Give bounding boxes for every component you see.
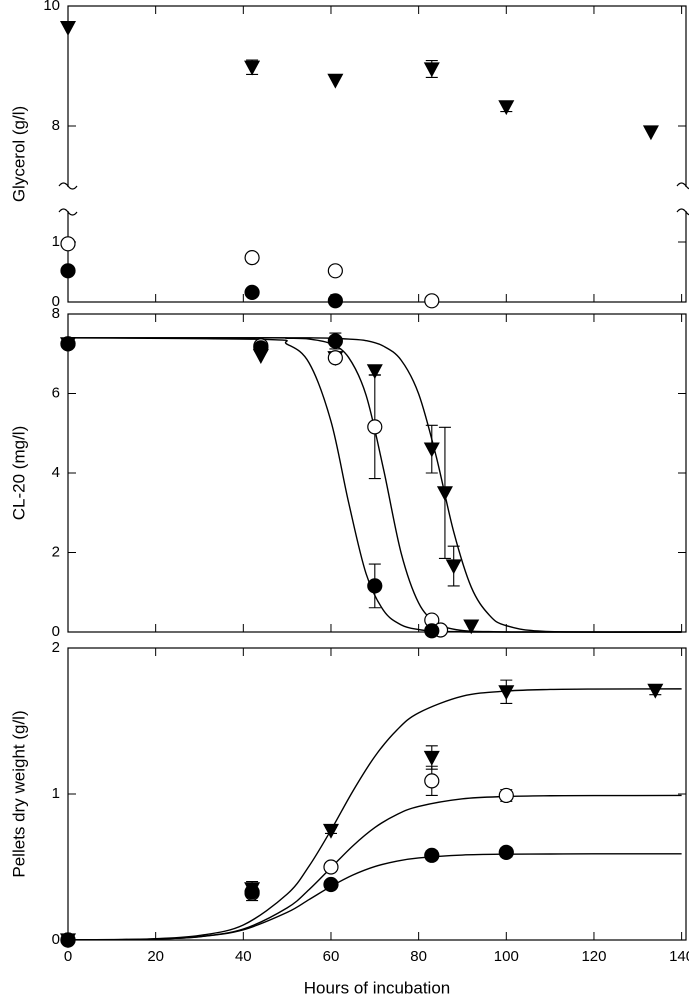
y-tick-label: 2 — [52, 543, 60, 560]
marker-triangle — [59, 21, 77, 36]
x-tick-label: 140 — [669, 948, 689, 965]
marker-triangle — [322, 823, 339, 839]
marker-triangle — [498, 685, 515, 701]
y-tick-label: 8 — [52, 117, 60, 134]
marker-circle — [327, 350, 343, 366]
axis-break-mark — [58, 208, 78, 216]
axis-break-mark — [676, 208, 689, 216]
axis-break-gap — [683, 187, 689, 211]
x-tick-label: 0 — [64, 948, 72, 965]
y-tick-label: 0 — [52, 623, 60, 640]
marker-circle — [60, 336, 76, 352]
marker-triangle — [642, 125, 659, 141]
y-axis-title: Glycerol (g/l) — [9, 106, 28, 202]
plot-frame — [67, 5, 687, 303]
marker-triangle — [463, 619, 480, 635]
x-tick-label: 120 — [581, 948, 606, 965]
marker-triangle — [423, 62, 440, 78]
marker-triangle — [498, 100, 515, 116]
marker-circle — [253, 340, 269, 356]
marker-triangle — [647, 683, 664, 699]
x-tick-label: 20 — [147, 948, 164, 965]
y-axis-title: Pellets dry weight (g/l) — [9, 710, 28, 877]
marker-triangle — [436, 486, 453, 502]
y-tick-label: 8 — [52, 305, 60, 322]
marker-circle — [327, 293, 343, 309]
y-tick-label: 1 — [52, 233, 60, 250]
x-tick-label: 60 — [323, 948, 340, 965]
y-tick-label: 0 — [52, 931, 60, 948]
axis-break-gap — [65, 187, 71, 211]
y-tick-label: 10 — [43, 0, 60, 14]
marker-circle — [498, 787, 514, 804]
axis-break-mark — [58, 182, 78, 190]
marker-circle — [327, 263, 343, 279]
marker-circle — [60, 236, 76, 252]
y-tick-label: 6 — [52, 384, 60, 401]
fit-curve — [67, 794, 682, 941]
marker-circle — [327, 333, 343, 349]
marker-circle — [424, 847, 440, 863]
y-tick-label: 4 — [52, 464, 60, 481]
marker-circle — [244, 884, 260, 900]
marker-circle — [424, 623, 440, 639]
x-tick-label: 40 — [235, 948, 252, 965]
marker-triangle — [445, 559, 462, 575]
marker-circle — [424, 293, 440, 309]
marker-triangle — [423, 750, 440, 766]
marker-circle — [323, 876, 339, 893]
marker-circle — [244, 284, 260, 300]
marker-circle — [60, 263, 76, 279]
marker-circle — [323, 859, 339, 875]
plot-frame — [67, 647, 687, 941]
marker-circle — [244, 250, 260, 266]
fit-curve — [67, 853, 682, 941]
marker-circle — [367, 578, 383, 594]
marker-triangle — [366, 364, 383, 380]
axis-break-mark — [676, 182, 689, 190]
marker-triangle — [423, 442, 440, 458]
fit-curve — [67, 337, 682, 633]
marker-circle — [498, 844, 514, 861]
marker-triangle — [244, 60, 261, 76]
y-tick-label: 2 — [52, 639, 60, 656]
x-axis-title: Hours of incubation — [304, 978, 450, 997]
x-tick-label: 100 — [494, 948, 519, 965]
y-axis-title: CL-20 (mg/l) — [9, 426, 28, 520]
fit-curve — [67, 688, 682, 941]
marker-circle — [367, 419, 383, 435]
x-tick-label: 80 — [410, 948, 427, 965]
y-tick-label: 1 — [52, 785, 60, 802]
marker-circle — [424, 773, 440, 789]
y-tick-label: 0 — [52, 293, 60, 310]
marker-triangle — [327, 73, 344, 89]
marker-circle — [60, 932, 76, 948]
